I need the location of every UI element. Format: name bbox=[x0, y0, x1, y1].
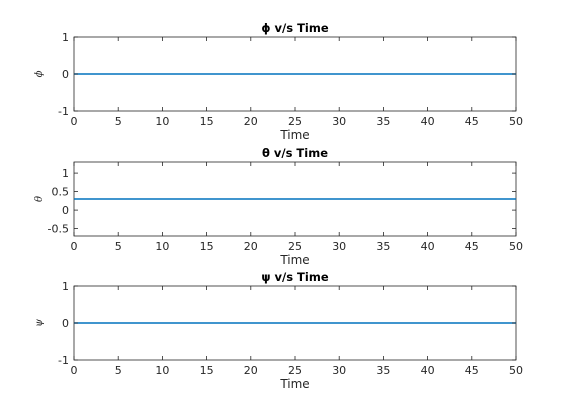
y-tick-label: 0 bbox=[62, 204, 69, 217]
x-axis-label: Time bbox=[279, 253, 309, 267]
x-tick-label: 45 bbox=[465, 364, 479, 377]
y-tick-label: -1 bbox=[58, 105, 69, 118]
x-tick-label: 45 bbox=[465, 240, 479, 253]
x-tick-label: 5 bbox=[115, 364, 122, 377]
subplot-2: 0 5 10 15 20 25 30 35 40 45 50-0.500.51θ v/s TimeT… bbox=[34, 146, 523, 267]
y-tick-label: 1 bbox=[62, 31, 69, 44]
x-tick-label: 50 bbox=[509, 115, 523, 128]
x-tick-label: 20 bbox=[244, 364, 258, 377]
x-axis-label: Time bbox=[279, 377, 309, 391]
y-axis-label: θ bbox=[34, 196, 45, 202]
x-tick-label: 35 bbox=[376, 364, 390, 377]
x-tick-label: 5 bbox=[115, 240, 122, 253]
x-tick-label: 40 bbox=[421, 364, 435, 377]
x-tick-label: 15 bbox=[200, 240, 214, 253]
x-tick-label: 5 bbox=[115, 115, 122, 128]
x-tick-label: 35 bbox=[376, 240, 390, 253]
x-tick-label: 15 bbox=[200, 364, 214, 377]
y-tick-label: -0.5 bbox=[48, 223, 69, 236]
x-tick-label: 35 bbox=[376, 115, 390, 128]
x-tick-label: 25 bbox=[288, 364, 302, 377]
y-tick-label: -1 bbox=[58, 354, 69, 367]
x-tick-label: 50 bbox=[509, 240, 523, 253]
x-tick-label: 20 bbox=[244, 115, 258, 128]
y-tick-label: 0.5 bbox=[52, 186, 70, 199]
y-axis-label: ψ bbox=[34, 319, 45, 327]
x-tick-label: 45 bbox=[465, 115, 479, 128]
x-tick-label: 0 bbox=[71, 364, 78, 377]
x-tick-label: 15 bbox=[200, 115, 214, 128]
chart-title: ϕ v/s Time bbox=[261, 21, 328, 35]
x-tick-label: 0 bbox=[71, 115, 78, 128]
x-tick-label: 50 bbox=[509, 364, 523, 377]
x-tick-label: 30 bbox=[332, 115, 346, 128]
x-tick-label: 30 bbox=[332, 364, 346, 377]
x-tick-label: 10 bbox=[155, 115, 169, 128]
x-tick-label: 40 bbox=[421, 240, 435, 253]
y-tick-label: 0 bbox=[62, 317, 69, 330]
x-tick-label: 25 bbox=[288, 115, 302, 128]
x-axis-label: Time bbox=[279, 128, 309, 142]
x-tick-label: 0 bbox=[71, 240, 78, 253]
x-tick-label: 10 bbox=[155, 240, 169, 253]
chart-title: θ v/s Time bbox=[262, 146, 328, 160]
y-tick-label: 1 bbox=[62, 280, 69, 293]
x-tick-label: 40 bbox=[421, 115, 435, 128]
y-tick-label: 0 bbox=[62, 68, 69, 81]
x-tick-label: 20 bbox=[244, 240, 258, 253]
x-tick-label: 25 bbox=[288, 240, 302, 253]
x-tick-label: 10 bbox=[155, 364, 169, 377]
y-axis-label: ϕ bbox=[34, 70, 45, 77]
x-tick-label: 30 bbox=[332, 240, 346, 253]
chart-title: ψ v/s Time bbox=[261, 270, 328, 284]
y-tick-label: 1 bbox=[62, 167, 69, 180]
